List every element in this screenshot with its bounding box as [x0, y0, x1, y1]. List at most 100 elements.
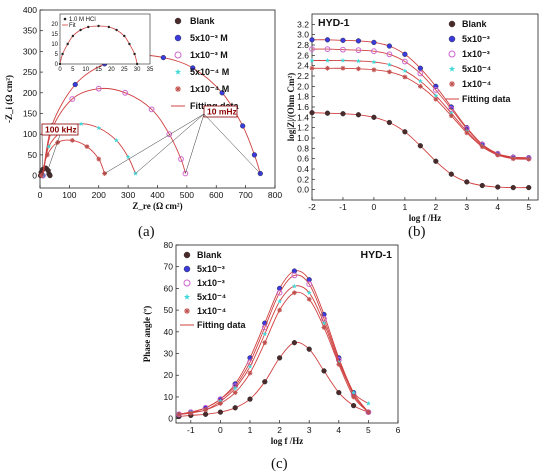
data-point [324, 46, 331, 53]
data-point [72, 81, 78, 88]
inset-x-tick: 30 [134, 67, 141, 73]
x-tick-label: -1 [187, 425, 195, 435]
y-tick-label: 0.6 [297, 154, 309, 164]
legend-marker [448, 50, 456, 58]
data-point [160, 55, 166, 61]
data-point [417, 83, 423, 89]
data-point [309, 57, 315, 63]
legend-marker [174, 51, 182, 59]
data-point [306, 296, 312, 302]
data-point [386, 119, 392, 126]
data-point [148, 106, 155, 113]
x-tick-label: 500 [180, 190, 194, 200]
data-point [340, 111, 346, 117]
data-point [178, 156, 184, 162]
data-point [306, 346, 312, 352]
y-tick-label: 0.4 [297, 164, 309, 174]
data-point [232, 390, 238, 396]
legend-label: 1x10⁻³ [462, 49, 490, 59]
y-axis-label: -Z_i (Ω cm²) [4, 75, 14, 123]
data-point [78, 121, 84, 126]
inset-y-tick: 5 [55, 52, 59, 58]
annotation-leader [45, 134, 61, 176]
annotation-10mhz: 10 mHz [207, 107, 237, 117]
inset-legend-marker [63, 17, 67, 21]
data-point [356, 66, 361, 72]
x-tick-label: 3 [464, 202, 469, 212]
y-tick-label: 200 [23, 88, 37, 98]
data-point [96, 125, 102, 131]
legend-marker [174, 34, 182, 42]
y-tick-label: 10 [164, 392, 174, 402]
data-point [355, 38, 362, 44]
legend-marker [175, 86, 181, 92]
fit-line [178, 274, 369, 415]
x-tick-label: 400 [150, 190, 164, 200]
inset-point [115, 28, 118, 32]
legend-label: 1x10⁻³ M [190, 50, 228, 60]
data-point [495, 152, 501, 158]
data-point [464, 179, 470, 185]
inset-legend-label: 1.0 M HCl [69, 17, 96, 23]
data-point [510, 185, 516, 191]
y-tick-label: 3.2 [297, 19, 309, 29]
legend-marker [174, 17, 182, 25]
y-tick-label: 50 [164, 305, 174, 315]
data-point [247, 363, 253, 369]
data-point [321, 368, 327, 374]
data-point [321, 320, 327, 326]
legend-label: Blank [190, 16, 216, 26]
y-tick-label: 2.8 [297, 40, 309, 50]
inset-point [79, 28, 82, 32]
y-tick-label: 2.0 [297, 81, 309, 91]
x-axis-label: Z_re (Ω cm²) [132, 201, 182, 211]
data-point [102, 171, 108, 176]
y-tick-label: 0 [32, 171, 37, 181]
inset-x-tick: 5 [71, 67, 75, 73]
data-point [46, 143, 52, 149]
data-point [47, 172, 53, 179]
legend: Blank 5x10⁻³ 1x10⁻³ 5x10⁻⁴ 1x10⁻⁴ Fitting dat… [180, 250, 246, 330]
data-point [433, 158, 439, 164]
inset-point [133, 52, 136, 56]
inset-point [58, 62, 62, 66]
y-tick-label: 30 [164, 349, 174, 359]
series-4 [176, 290, 371, 417]
y-axis-label: log|Z|/(Ohm Cm²) [286, 73, 296, 141]
x-tick-label: 800 [268, 190, 282, 200]
data-point [417, 143, 423, 149]
data-point [69, 96, 76, 102]
inset-y-tick: 10 [51, 42, 58, 48]
data-point [402, 129, 408, 135]
data-point [69, 137, 75, 143]
legend-label: 5x10⁻³ [462, 34, 490, 44]
data-point [526, 156, 532, 162]
x-tick-label: 5 [526, 202, 531, 212]
data-point [340, 65, 346, 71]
inset-point [66, 42, 69, 46]
y-tick-label: 0.0 [297, 185, 309, 195]
data-point [277, 298, 283, 304]
x-tick-label: 2 [433, 202, 438, 212]
x-tick-label: 100 [62, 190, 76, 200]
annotation-leader [104, 113, 205, 174]
x-tick-label: -2 [308, 202, 316, 212]
x-tick-label: 6 [396, 425, 401, 435]
plot-frame [311, 13, 539, 201]
inset-point [123, 34, 126, 38]
legend-marker [183, 251, 191, 259]
y-tick-label: 1.6 [297, 102, 309, 112]
legend-label: 5x10⁻⁴ [462, 64, 491, 74]
data-point [371, 59, 377, 65]
legend-marker [448, 20, 456, 28]
data-point [417, 78, 423, 84]
inset-x-tick: 0 [58, 67, 62, 73]
y-tick-label: 300 [23, 46, 37, 56]
data-point [96, 156, 102, 162]
legend: Blank 5x10⁻³ 1x10⁻³ 5x10⁻⁴ 1x10⁻⁴ Fitting dat… [445, 19, 511, 104]
x-tick-label: 4 [336, 425, 341, 435]
data-point [203, 411, 209, 417]
inset-x-tick: 35 [147, 67, 154, 73]
